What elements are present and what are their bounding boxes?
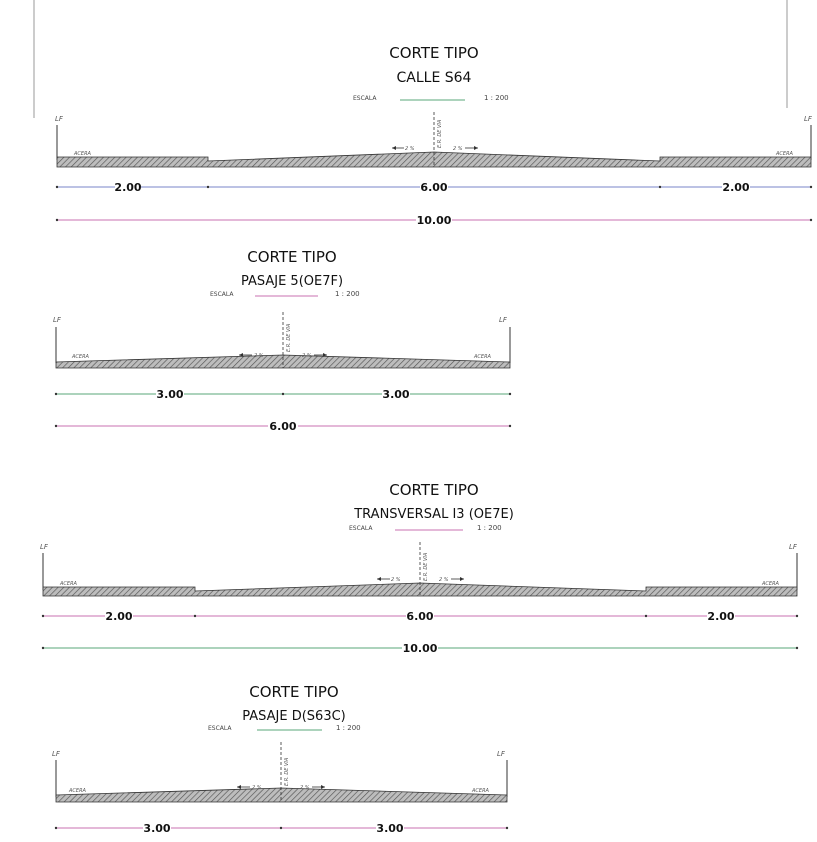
dimension-label: 2.00 — [722, 181, 749, 194]
slope-arrowhead-left — [392, 146, 396, 150]
sidewalk-right-label: ACERA — [775, 151, 794, 157]
road-profile — [55, 354, 511, 369]
dimension-tick — [644, 614, 648, 618]
dimension-tick — [508, 392, 512, 396]
scale-value: 1 : 200 — [336, 724, 361, 732]
section-title: CORTE TIPO — [249, 683, 338, 701]
dimension-tick — [795, 646, 799, 650]
slope-right-label: 2 % — [302, 353, 312, 359]
lf-label-left: LF — [53, 316, 62, 324]
slope-right-label: 2 % — [439, 577, 449, 583]
dimension-label: 2.00 — [707, 610, 734, 623]
dimension-label: 3.00 — [382, 388, 409, 401]
dimension-tick — [281, 392, 285, 396]
axis-label: E.R. DE VIA — [284, 757, 290, 786]
lf-label-right: LF — [789, 543, 798, 551]
dimension-label: 2.00 — [114, 181, 141, 194]
scale-label: ESCALA — [353, 95, 377, 102]
dimension-tick — [658, 185, 662, 189]
slope-arrowhead-left — [239, 353, 243, 357]
dimension-tick — [508, 424, 512, 428]
scale-label: ESCALA — [210, 291, 234, 298]
dimension-tick — [795, 614, 799, 618]
dimension-label: 3.00 — [376, 822, 403, 835]
dimension-tick — [41, 614, 45, 618]
section-title: CORTE TIPO — [247, 248, 336, 266]
road-profile — [55, 787, 508, 803]
dimension-label: 6.00 — [406, 610, 433, 623]
section-calle-s64: CORTE TIPO CALLE S64 ESCALA 1 : 200 LF L… — [55, 44, 813, 227]
section-subtitle: PASAJE D(S63C) — [242, 709, 346, 724]
lf-label-left: LF — [52, 750, 61, 758]
section-pasaje-d: CORTE TIPO PASAJE D(S63C) ESCALA 1 : 200… — [52, 683, 509, 835]
slope-right-label: 2 % — [453, 146, 463, 152]
dimension-tick — [55, 218, 59, 222]
dimension-tick — [54, 826, 58, 830]
dimension-tick — [206, 185, 210, 189]
scale-value: 1 : 200 — [477, 524, 502, 532]
sidewalk-left-label: ACERA — [73, 151, 92, 157]
slope-arrowhead-right — [460, 577, 464, 581]
slope-left-label: 2 % — [254, 353, 264, 359]
dimension-label: 6.00 — [420, 181, 447, 194]
lf-label-right: LF — [497, 750, 506, 758]
slope-left-label: 2 % — [391, 577, 401, 583]
lf-label-left: LF — [55, 115, 64, 123]
dimension-tick — [54, 424, 58, 428]
dimension-label: 3.00 — [156, 388, 183, 401]
dimension-label: 10.00 — [417, 214, 452, 227]
slope-arrowhead-right — [474, 146, 478, 150]
dimension-label: 6.00 — [269, 420, 296, 433]
sidewalk-right-label: ACERA — [471, 788, 490, 794]
section-title: CORTE TIPO — [389, 481, 478, 499]
sidewalk-right-label: ACERA — [761, 581, 780, 587]
sidewalk-left-label: ACERA — [59, 581, 78, 587]
slope-left-label: 2 % — [252, 785, 262, 791]
section-pasaje-5: CORTE TIPO PASAJE 5(OE7F) ESCALA 1 : 200… — [53, 248, 512, 433]
section-title: CORTE TIPO — [389, 44, 478, 62]
axis-label: E.R. DE VIA — [286, 323, 292, 352]
slope-left-label: 2 % — [405, 146, 415, 152]
axis-label: E.R. DE VIA — [437, 119, 443, 148]
axis-label: E.R. DE VIA — [423, 552, 429, 581]
lf-label-left: LF — [40, 543, 49, 551]
section-transversal-i3: CORTE TIPO TRANSVERSAL I3 (OE7E) ESCALA … — [40, 481, 799, 655]
scale-label: ESCALA — [208, 725, 232, 732]
slope-arrowhead-right — [321, 785, 325, 789]
dimension-tick — [54, 392, 58, 396]
dimension-tick — [279, 826, 283, 830]
dimension-label: 2.00 — [105, 610, 132, 623]
sidewalk-left-label: ACERA — [71, 354, 90, 360]
dimension-tick — [41, 646, 45, 650]
lf-label-right: LF — [804, 115, 813, 123]
scale-value: 1 : 200 — [335, 290, 360, 298]
dimension-tick — [193, 614, 197, 618]
dimension-tick — [55, 185, 59, 189]
slope-arrowhead-left — [377, 577, 381, 581]
dimension-tick — [809, 185, 813, 189]
section-subtitle: PASAJE 5(OE7F) — [241, 274, 343, 289]
section-subtitle: TRANSVERSAL I3 (OE7E) — [353, 507, 514, 522]
dimension-label: 10.00 — [403, 642, 438, 655]
sidewalk-left-label: ACERA — [68, 788, 87, 794]
scale-value: 1 : 200 — [484, 94, 509, 102]
section-subtitle: CALLE S64 — [397, 70, 472, 86]
slope-right-label: 2 % — [300, 785, 310, 791]
dimension-label: 3.00 — [143, 822, 170, 835]
sidewalk-right-label: ACERA — [473, 354, 492, 360]
dimension-tick — [505, 826, 509, 830]
slope-arrowhead-right — [323, 353, 327, 357]
scale-label: ESCALA — [349, 525, 373, 532]
dimension-tick — [809, 218, 813, 222]
lf-label-right: LF — [499, 316, 508, 324]
slope-arrowhead-left — [237, 785, 241, 789]
